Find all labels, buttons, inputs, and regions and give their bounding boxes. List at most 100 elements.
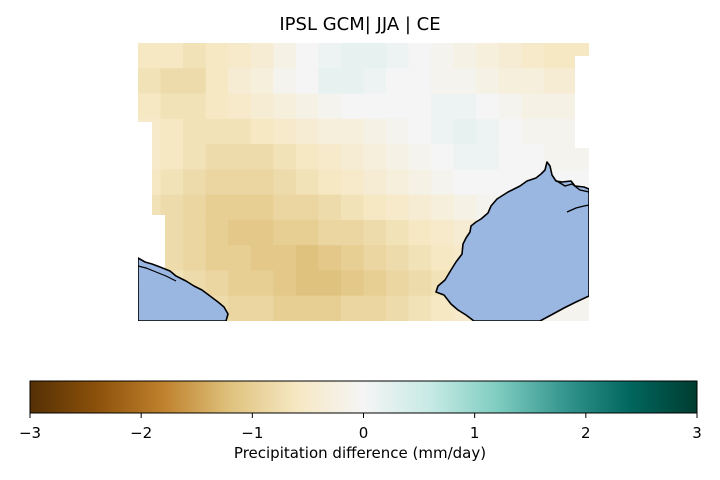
precip-cell xyxy=(386,93,410,120)
precip-cell xyxy=(160,169,184,196)
precip-cell xyxy=(386,144,410,170)
precip-cell xyxy=(340,169,365,196)
precip-cell xyxy=(273,219,297,246)
precip-cell xyxy=(183,93,207,120)
precip-cell xyxy=(408,219,432,246)
precip-cell xyxy=(543,43,568,69)
precip-cell xyxy=(250,118,274,145)
precip-cell xyxy=(183,43,207,69)
precip-cell xyxy=(340,93,365,120)
precip-cell xyxy=(476,169,500,196)
precip-cell xyxy=(498,118,522,145)
precip-cell xyxy=(228,219,252,246)
precip-cell xyxy=(521,93,545,120)
precip-cell xyxy=(273,295,297,321)
colorbar-tick-label: −3 xyxy=(19,424,41,442)
precip-cell xyxy=(250,219,274,246)
precip-cell xyxy=(453,144,477,170)
precip-cell xyxy=(228,295,252,321)
precip-cell xyxy=(273,270,297,297)
precip-cell xyxy=(521,144,545,170)
precip-cell xyxy=(183,219,207,246)
precip-cell xyxy=(340,245,365,272)
precip-cell xyxy=(386,43,410,69)
precip-cell xyxy=(431,169,455,196)
precip-cell xyxy=(566,144,589,170)
precip-cell xyxy=(408,245,432,272)
precip-cell xyxy=(498,43,522,69)
black-sea xyxy=(435,161,589,321)
precip-cell xyxy=(318,270,342,297)
precip-cell xyxy=(363,118,387,145)
precip-cell xyxy=(386,118,410,145)
precip-cell xyxy=(408,270,432,297)
precip-cell xyxy=(295,118,319,145)
precip-cell xyxy=(431,118,455,145)
colorbar-label: Precipitation difference (mm/day) xyxy=(233,444,487,462)
precip-cell xyxy=(273,43,297,69)
precip-cell xyxy=(543,118,568,145)
precip-cell xyxy=(386,245,410,272)
precip-cell xyxy=(228,43,252,69)
precip-cell xyxy=(386,295,410,321)
precip-cell xyxy=(295,270,319,297)
precip-cell xyxy=(408,144,432,170)
precip-cell xyxy=(318,245,342,272)
colorbar-tick-label: −1 xyxy=(241,424,263,442)
precip-cell xyxy=(431,219,455,246)
precip-field xyxy=(138,43,589,321)
precip-cell xyxy=(205,144,229,170)
precip-cell xyxy=(273,169,297,196)
precip-cell xyxy=(160,144,184,170)
precip-cell xyxy=(160,118,184,145)
precip-cell xyxy=(318,219,342,246)
precip-cell xyxy=(228,270,252,297)
precip-cell xyxy=(476,68,500,95)
precip-cell xyxy=(228,144,252,170)
precip-cell xyxy=(408,43,432,69)
precip-cell xyxy=(453,169,477,196)
colorbar-tick-label: 0 xyxy=(359,424,369,442)
precip-cell xyxy=(205,219,229,246)
precip-cell xyxy=(363,194,387,221)
precip-cell xyxy=(521,68,545,95)
precip-cell xyxy=(363,144,387,170)
precip-cell xyxy=(408,295,432,321)
precip-cell xyxy=(431,43,455,69)
precip-cell xyxy=(273,118,297,145)
precip-cell xyxy=(183,144,207,170)
precip-cell xyxy=(205,93,229,120)
precip-cell xyxy=(498,68,522,95)
precip-cell xyxy=(228,169,252,196)
precip-cell xyxy=(318,68,342,95)
precip-cell xyxy=(273,194,297,221)
precip-cell xyxy=(160,93,184,120)
precip-cell xyxy=(138,93,162,120)
precip-cell xyxy=(273,68,297,95)
precip-cell xyxy=(431,245,455,272)
precip-cell xyxy=(273,93,297,120)
precip-cell xyxy=(160,68,184,95)
precip-cell xyxy=(250,144,274,170)
precip-cell xyxy=(521,43,545,69)
coast-detail xyxy=(566,204,589,213)
precip-cell xyxy=(363,245,387,272)
precip-cell xyxy=(183,169,207,196)
precip-cell xyxy=(250,295,274,321)
precip-cell xyxy=(386,270,410,297)
precip-cell xyxy=(476,144,500,170)
precip-cell xyxy=(250,68,274,95)
map-title: IPSL GCM| JJA | CE xyxy=(279,14,441,35)
precip-cell xyxy=(273,144,297,170)
precip-cell xyxy=(183,194,207,221)
precip-cell xyxy=(386,194,410,221)
precip-cell xyxy=(205,169,229,196)
precip-cell xyxy=(183,68,207,95)
precip-cell xyxy=(498,93,522,120)
precip-cell xyxy=(250,93,274,120)
precip-cell xyxy=(408,194,432,221)
precip-cell xyxy=(250,169,274,196)
precip-cell xyxy=(228,68,252,95)
precip-cell xyxy=(295,245,319,272)
precip-cell xyxy=(250,270,274,297)
